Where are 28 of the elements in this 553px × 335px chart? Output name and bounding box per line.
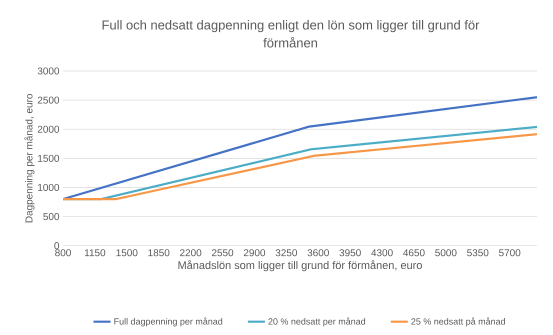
x-axis-title: Månadslön som ligger till grund för förmånen, euro [178, 260, 422, 272]
y-tick-label: 1500 [38, 154, 60, 162]
x-tick-label: 1850 [148, 249, 170, 256]
x-tick-label: 800 [55, 249, 71, 256]
x-tick-label: 1500 [116, 249, 138, 256]
y-tick-label: 500 [43, 213, 60, 220]
y-tick-label: 2500 [38, 96, 60, 104]
legend-label: 25 % nedsatt på månad [411, 317, 505, 326]
x-tick-label: 4650 [403, 249, 425, 256]
y-tick-label: 0 [54, 242, 60, 250]
y-tick-label: 2000 [38, 126, 60, 133]
x-tick-label: 4300 [371, 249, 393, 256]
x-tick-label: 1150 [84, 249, 106, 256]
x-tick-label: 3600 [308, 249, 329, 256]
x-tick-label: 3250 [276, 249, 298, 256]
y-tick-label: 1000 [38, 184, 60, 191]
x-tick-label: 2550 [212, 249, 234, 256]
x-tick-label: 2200 [180, 249, 202, 256]
legend-label: Full dagpenning per månad [114, 317, 222, 326]
y-axis-title: Dagpenning per månad, euro [24, 94, 34, 222]
y-tick-label: 3000 [38, 67, 60, 75]
x-tick-label: 2900 [244, 249, 266, 256]
chart-title: Full och nedsatt dagpenning enligt den lön som ligger till grund för förmånen [102, 20, 480, 48]
x-tick-label: 5350 [467, 249, 488, 256]
legend-label: 20 % nedsatt per månad [268, 317, 366, 326]
x-tick-label: 5000 [435, 249, 457, 256]
x-tick-label: 5700 [498, 249, 520, 256]
x-tick-label: 3950 [339, 249, 361, 256]
